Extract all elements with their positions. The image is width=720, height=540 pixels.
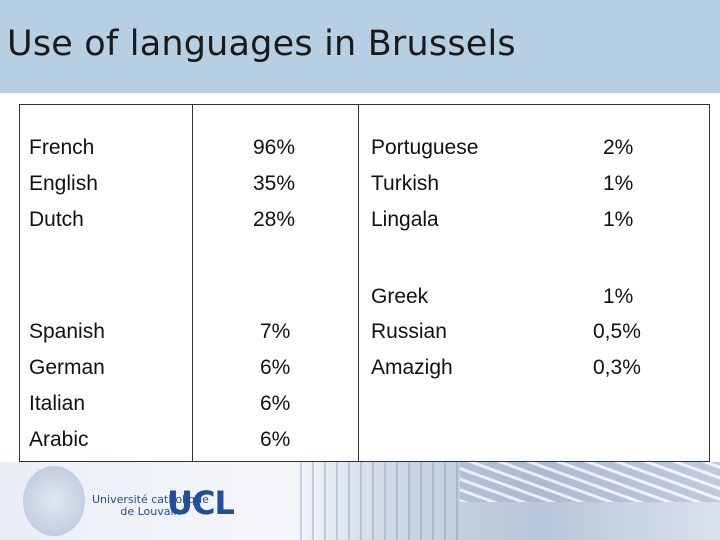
footer-banner: Université catholique de Louvain UCL xyxy=(0,462,720,540)
language-name: Spanish xyxy=(29,320,105,343)
languages-table: French 96% English 35% Dutch 28% Spanish… xyxy=(19,104,710,462)
university-name-line: Université catholique xyxy=(92,493,209,506)
language-name: Turkish xyxy=(371,172,440,195)
language-percent: 2% xyxy=(603,136,634,159)
building-roof-photo xyxy=(460,462,720,502)
page-title: Use of languages in Brussels xyxy=(7,24,516,64)
university-name-line: de Louvain xyxy=(120,505,181,518)
language-percent: 1% xyxy=(603,172,634,195)
language-percent: 6% xyxy=(260,428,291,451)
language-percent: 1% xyxy=(603,208,634,231)
language-name: Arabic xyxy=(29,428,89,451)
language-name: Greek xyxy=(371,285,429,308)
column-divider xyxy=(192,105,193,461)
language-name: Russian xyxy=(371,320,447,343)
language-name: French xyxy=(29,136,95,159)
title-bar: Use of languages in Brussels xyxy=(0,0,720,93)
building-photo xyxy=(300,462,460,540)
university-seal-icon xyxy=(23,466,85,536)
language-name: Amazigh xyxy=(371,356,453,379)
column-divider xyxy=(358,105,359,461)
language-name: Italian xyxy=(29,392,86,415)
ucl-logo: UCL xyxy=(167,484,235,522)
language-percent: 96% xyxy=(253,136,296,159)
language-percent: 1% xyxy=(603,285,634,308)
language-percent: 0,5% xyxy=(593,320,641,343)
language-name: Lingala xyxy=(371,208,439,231)
language-percent: 35% xyxy=(253,172,296,195)
language-name: Dutch xyxy=(29,208,84,231)
language-percent: 6% xyxy=(260,392,291,415)
language-percent: 28% xyxy=(253,208,296,231)
language-name: English xyxy=(29,172,98,195)
language-name: German xyxy=(29,356,105,379)
university-name: Université catholique de Louvain xyxy=(92,494,209,518)
language-percent: 6% xyxy=(260,356,291,379)
language-name: Portuguese xyxy=(371,136,479,159)
language-percent: 7% xyxy=(260,320,291,343)
language-percent: 0,3% xyxy=(593,356,641,379)
